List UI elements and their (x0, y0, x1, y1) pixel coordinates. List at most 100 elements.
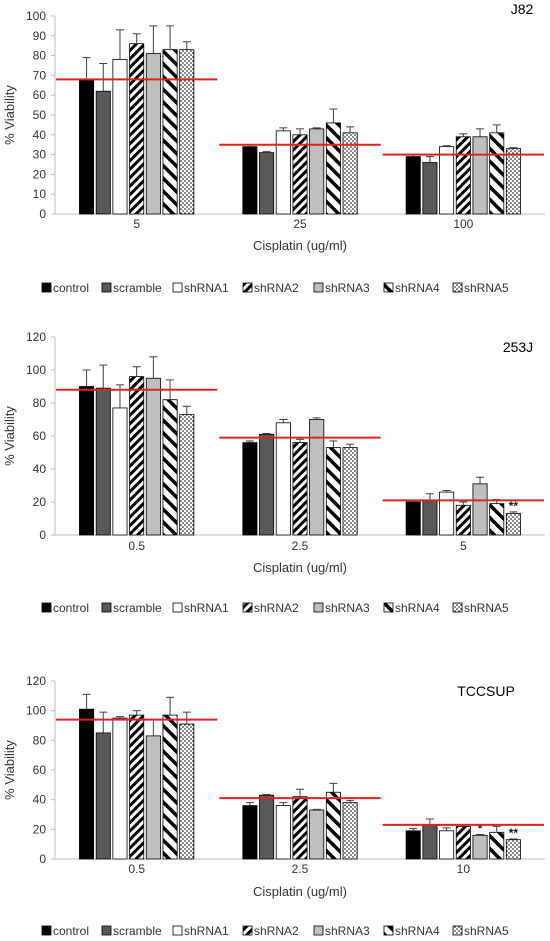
bar-shrna4 (325, 122, 341, 215)
bar-shrna2 (292, 442, 308, 536)
legend: control scramble shRNA1 shRNA2 shRNA3 shRNA4 s… (41, 924, 509, 938)
bar-shrna3 (309, 809, 325, 860)
legend-swatch-shrna4 (383, 602, 394, 613)
bar-shrna1 (439, 491, 455, 536)
legend-label-shrna1: shRNA1 (184, 281, 229, 295)
bar-control (79, 708, 95, 860)
legend-label-shrna5: shRNA5 (464, 281, 509, 295)
legend-swatch-scramble (101, 282, 112, 293)
legend-swatch-shrna3 (313, 282, 324, 293)
y-tick-label: 0 (39, 852, 46, 866)
x-axis-title: Cisplatin (ug/ml) (253, 238, 347, 253)
bar-control (242, 146, 258, 215)
bar-control (405, 501, 421, 536)
bar-shrna4 (325, 447, 341, 536)
y-tick-label: 120 (26, 674, 46, 688)
bar-shrna1 (112, 717, 128, 860)
legend-label-scramble: scramble (113, 601, 162, 615)
legend-label-scramble: scramble (113, 924, 162, 938)
bar-shrna5 (342, 802, 358, 860)
y-tick-label: 80 (33, 49, 47, 63)
legend-label-control: control (53, 924, 89, 938)
bar-scramble (259, 433, 275, 536)
legend-swatch-scramble (101, 925, 112, 936)
chart-panel-j82: 0 10 20 30 40 50 60 70 80 90 100 % Viability J82 5 25 1… (2, 1, 545, 295)
bar-scramble (422, 824, 438, 860)
bar-shrna1 (112, 407, 128, 536)
significance-marker: ** (509, 826, 519, 840)
y-axis-title: % Viability (2, 406, 17, 466)
bar-scramble (422, 499, 438, 536)
legend-swatch-shrna1 (172, 282, 183, 293)
y-tick-label: 100 (26, 704, 46, 718)
y-tick-label: 80 (33, 396, 47, 410)
bar-shrna3 (472, 136, 488, 215)
y-axis-title: % Viability (2, 740, 17, 800)
x-tick-label: 0.5 (128, 862, 145, 876)
legend-swatch-shrna1 (172, 925, 183, 936)
legend-label-shrna4: shRNA4 (395, 281, 440, 295)
x-tick-label: 100 (453, 217, 473, 231)
legend-label-scramble: scramble (113, 281, 162, 295)
y-tick-label: 0 (39, 207, 46, 221)
legend-swatch-shrna3 (313, 925, 324, 936)
bar-scramble (95, 90, 111, 215)
legend-swatch-scramble (101, 602, 112, 613)
legend: control scramble shRNA1 shRNA2 shRNA3 shRNA4 s… (41, 281, 509, 295)
y-tick-label: 30 (33, 148, 47, 162)
legend-swatch-shrna3 (313, 602, 324, 613)
legend-swatch-shrna2 (242, 602, 253, 613)
significance-marker: ** (509, 499, 519, 513)
legend-swatch-shrna5 (452, 925, 463, 936)
x-tick-label: 5 (460, 539, 467, 553)
bar-control (405, 830, 421, 860)
x-tick-label: 2.5 (292, 862, 309, 876)
bar-control (242, 442, 258, 536)
y-tick-label: 20 (33, 167, 47, 181)
bar-control (79, 78, 95, 215)
significance-marker: * (478, 822, 483, 836)
y-tick-label: 20 (33, 822, 47, 836)
bar-shrna1 (439, 146, 455, 215)
bar-shrna2 (292, 134, 308, 215)
bar-shrna4 (162, 714, 178, 860)
y-tick-label: 120 (26, 330, 46, 344)
legend-label-shrna5: shRNA5 (464, 601, 509, 615)
panel-title: 253J (503, 339, 533, 355)
bar-scramble (95, 387, 111, 536)
bar-shrna3 (145, 735, 161, 860)
y-axis-title: % Viability (2, 85, 17, 145)
bar-shrna5 (179, 723, 195, 860)
y-tick-label: 20 (33, 495, 47, 509)
bar-shrna2 (129, 714, 145, 860)
y-tick-label: 60 (33, 429, 47, 443)
legend-label-shrna3: shRNA3 (325, 601, 370, 615)
legend-swatch-shrna5 (452, 602, 463, 613)
bar-scramble (95, 732, 111, 860)
bar-shrna4 (162, 399, 178, 536)
x-tick-label: 0.5 (128, 539, 145, 553)
bar-shrna1 (275, 422, 291, 536)
legend-swatch-shrna1 (172, 602, 183, 613)
x-axis-title: Cisplatin (ug/ml) (253, 884, 347, 899)
y-tick-label: 60 (33, 88, 47, 102)
bar-shrna5 (179, 414, 195, 536)
y-tick-label: 0 (39, 528, 46, 542)
bar-control (242, 805, 258, 860)
legend-swatch-control (41, 925, 52, 936)
panel-title: J82 (511, 1, 534, 17)
legend-label-shrna4: shRNA4 (395, 924, 440, 938)
y-tick-label: 100 (26, 9, 46, 23)
legend-label-shrna1: shRNA1 (184, 601, 229, 615)
y-tick-label: 40 (33, 793, 47, 807)
bar-shrna3 (472, 483, 488, 536)
x-tick-label: 25 (293, 217, 307, 231)
legend-label-shrna5: shRNA5 (464, 924, 509, 938)
bar-shrna2 (129, 376, 145, 536)
bar-shrna1 (112, 59, 128, 215)
bar-shrna1 (439, 830, 455, 860)
legend-label-shrna2: shRNA2 (254, 281, 299, 295)
bar-shrna4 (325, 791, 341, 860)
legend-swatch-shrna5 (452, 282, 463, 293)
